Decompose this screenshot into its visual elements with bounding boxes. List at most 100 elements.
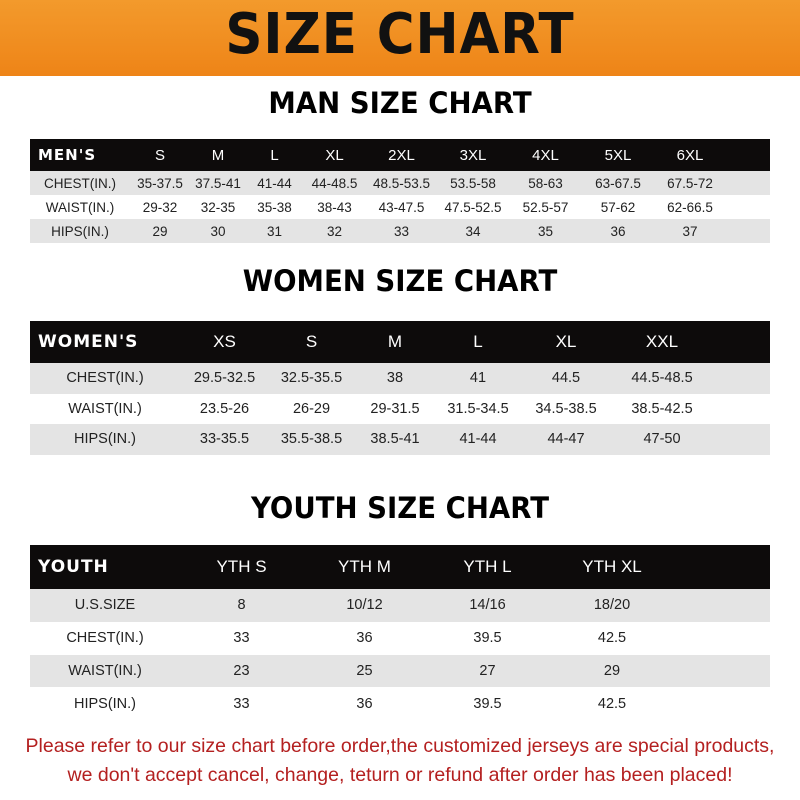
measurement-label: U.S.SIZE: [30, 589, 180, 622]
measurement-value: 23.5-26: [180, 393, 269, 424]
measurement-value: 18/20: [549, 589, 675, 622]
empty-cell: [712, 393, 770, 424]
measurement-label: CHEST(IN.): [30, 621, 180, 655]
measurement-value: 52.5-57: [509, 195, 582, 219]
measurement-value: 62-66.5: [654, 195, 726, 219]
table-row: CHEST(IN.) 29.5-32.5 32.5-35.5 38 41 44.5 44.5…: [30, 363, 770, 394]
empty-cell: [675, 654, 770, 688]
empty-cell: [712, 321, 770, 363]
measurement-label: HIPS(IN.): [30, 424, 180, 455]
table-row: CHEST(IN.) 33 36 39.5 42.5: [30, 621, 770, 655]
measurement-value: 35-38: [246, 195, 303, 219]
size-header-cell: YTH L: [426, 545, 549, 589]
table-row: WAIST(IN.) 23.5-26 26-29 29-31.5 31.5-34.5 34…: [30, 393, 770, 424]
measurement-value: 57-62: [582, 195, 654, 219]
size-header-cell: XL: [303, 139, 366, 171]
measurement-value: 36: [582, 219, 654, 243]
size-header-cell: 3XL: [437, 139, 509, 171]
table-title-cell: WOMEN'S: [30, 321, 180, 363]
men-size-table: MEN'S S M L XL 2XL 3XL 4XL 5XL 6XL CHEST(IN.) 35-37…: [30, 139, 770, 243]
measurement-value: 32.5-35.5: [269, 363, 354, 394]
women-section-title: WOMEN SIZE CHART: [242, 264, 558, 298]
measurement-value: 44.5-48.5: [612, 363, 712, 394]
measurement-label: WAIST(IN.): [30, 393, 180, 424]
size-header-cell: XL: [520, 321, 612, 363]
measurement-value: 29: [549, 654, 675, 688]
measurement-value: 44.5: [520, 363, 612, 394]
measurement-value: 35.5-38.5: [269, 424, 354, 455]
measurement-value: 38-43: [303, 195, 366, 219]
measurement-value: 25: [303, 654, 426, 688]
empty-cell: [675, 545, 770, 589]
measurement-label: WAIST(IN.): [30, 195, 130, 219]
measurement-label: HIPS(IN.): [30, 687, 180, 721]
size-header-cell: 6XL: [654, 139, 726, 171]
empty-cell: [726, 195, 770, 219]
notice-line-1: Please refer to our size chart before or…: [25, 735, 775, 757]
measurement-value: 67.5-72: [654, 171, 726, 195]
size-header-cell: L: [246, 139, 303, 171]
measurement-value: 36: [303, 621, 426, 655]
measurement-value: 23: [180, 654, 303, 688]
measurement-value: 34: [437, 219, 509, 243]
measurement-value: 32-35: [190, 195, 246, 219]
men-header-row: MEN'S S M L XL 2XL 3XL 4XL 5XL 6XL: [30, 139, 770, 171]
measurement-value: 29: [130, 219, 190, 243]
empty-cell: [712, 363, 770, 394]
measurement-value: 58-63: [509, 171, 582, 195]
size-header-cell: M: [354, 321, 436, 363]
measurement-value: 43-47.5: [366, 195, 437, 219]
table-row: HIPS(IN.) 33-35.5 35.5-38.5 38.5-41 41-44 44-…: [30, 424, 770, 455]
measurement-value: 31: [246, 219, 303, 243]
measurement-label: WAIST(IN.): [30, 654, 180, 688]
measurement-value: 31.5-34.5: [436, 393, 520, 424]
measurement-value: 33: [180, 687, 303, 721]
measurement-value: 29-31.5: [354, 393, 436, 424]
measurement-value: 37: [654, 219, 726, 243]
measurement-value: 39.5: [426, 621, 549, 655]
measurement-value: 33-35.5: [180, 424, 269, 455]
empty-cell: [675, 589, 770, 622]
measurement-value: 26-29: [269, 393, 354, 424]
measurement-value: 27: [426, 654, 549, 688]
measurement-value: 38: [354, 363, 436, 394]
measurement-value: 8: [180, 589, 303, 622]
youth-section-title: YOUTH SIZE CHART: [250, 491, 550, 525]
size-header-cell: YTH S: [180, 545, 303, 589]
empty-cell: [726, 139, 770, 171]
youth-header-row: YOUTH YTH S YTH M YTH L YTH XL: [30, 545, 770, 589]
measurement-value: 42.5: [549, 621, 675, 655]
women-size-table: WOMEN'S XS S M L XL XXL CHEST(IN.) 29.5-32.5 32.5…: [30, 321, 770, 455]
measurement-value: 37.5-41: [190, 171, 246, 195]
table-row: HIPS(IN.) 29 30 31 32 33 34 35 36 37: [30, 219, 770, 243]
table-row: WAIST(IN.) 29-32 32-35 35-38 38-43 43-47.5 47.…: [30, 195, 770, 219]
measurement-value: 63-67.5: [582, 171, 654, 195]
measurement-value: 35: [509, 219, 582, 243]
measurement-value: 14/16: [426, 589, 549, 622]
size-header-cell: YTH M: [303, 545, 426, 589]
measurement-value: 39.5: [426, 687, 549, 721]
size-header-cell: XXL: [612, 321, 712, 363]
measurement-value: 30: [190, 219, 246, 243]
table-row: U.S.SIZE 8 10/12 14/16 18/20: [30, 589, 770, 622]
notice-line-2: we don't accept cancel, change, teturn o…: [67, 764, 733, 786]
youth-size-table: YOUTH YTH S YTH M YTH L YTH XL U.S.SIZE 8 10/12…: [30, 545, 770, 721]
table-row: CHEST(IN.) 35-37.5 37.5-41 41-44 44-48.5 48.5…: [30, 171, 770, 195]
measurement-label: CHEST(IN.): [30, 171, 130, 195]
empty-cell: [712, 424, 770, 455]
measurement-label: HIPS(IN.): [30, 219, 130, 243]
measurement-value: 33: [366, 219, 437, 243]
measurement-label: CHEST(IN.): [30, 363, 180, 394]
measurement-value: 44-47: [520, 424, 612, 455]
measurement-value: 29-32: [130, 195, 190, 219]
size-header-cell: M: [190, 139, 246, 171]
measurement-value: 32: [303, 219, 366, 243]
measurement-value: 47.5-52.5: [437, 195, 509, 219]
measurement-value: 33: [180, 621, 303, 655]
measurement-value: 36: [303, 687, 426, 721]
size-header-cell: YTH XL: [549, 545, 675, 589]
empty-cell: [726, 219, 770, 243]
women-header-row: WOMEN'S XS S M L XL XXL: [30, 321, 770, 363]
banner: SIZE CHART: [0, 0, 800, 76]
measurement-value: 42.5: [549, 687, 675, 721]
